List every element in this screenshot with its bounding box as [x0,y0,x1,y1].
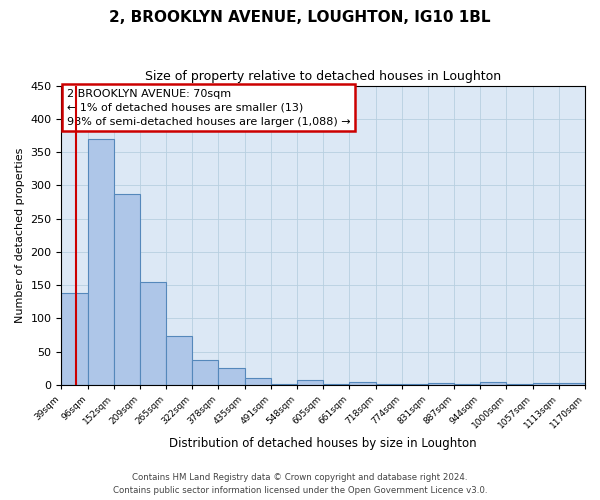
Bar [376,384,402,385]
Bar [193,360,218,385]
Text: 2, BROOKLYN AVENUE, LOUGHTON, IG10 1BL: 2, BROOKLYN AVENUE, LOUGHTON, IG10 1BL [109,10,491,25]
Bar [480,382,506,385]
Bar [88,139,114,385]
Bar [166,336,193,385]
Bar [506,384,533,385]
Bar [349,382,376,385]
Bar [454,384,480,385]
Bar [323,384,349,385]
Bar [61,293,88,385]
Bar [559,383,585,385]
Bar [533,383,559,385]
Bar [245,378,271,385]
Bar [402,384,428,385]
Bar [428,383,454,385]
Title: Size of property relative to detached houses in Loughton: Size of property relative to detached ho… [145,70,501,83]
Bar [140,282,166,385]
Bar [218,368,245,385]
Bar [114,194,140,385]
Text: 2 BROOKLYN AVENUE: 70sqm
← 1% of detached houses are smaller (13)
98% of semi-de: 2 BROOKLYN AVENUE: 70sqm ← 1% of detache… [67,88,350,126]
Y-axis label: Number of detached properties: Number of detached properties [15,148,25,323]
X-axis label: Distribution of detached houses by size in Loughton: Distribution of detached houses by size … [169,437,477,450]
Bar [297,380,323,385]
Text: Contains HM Land Registry data © Crown copyright and database right 2024.
Contai: Contains HM Land Registry data © Crown c… [113,474,487,495]
Bar [271,384,297,385]
